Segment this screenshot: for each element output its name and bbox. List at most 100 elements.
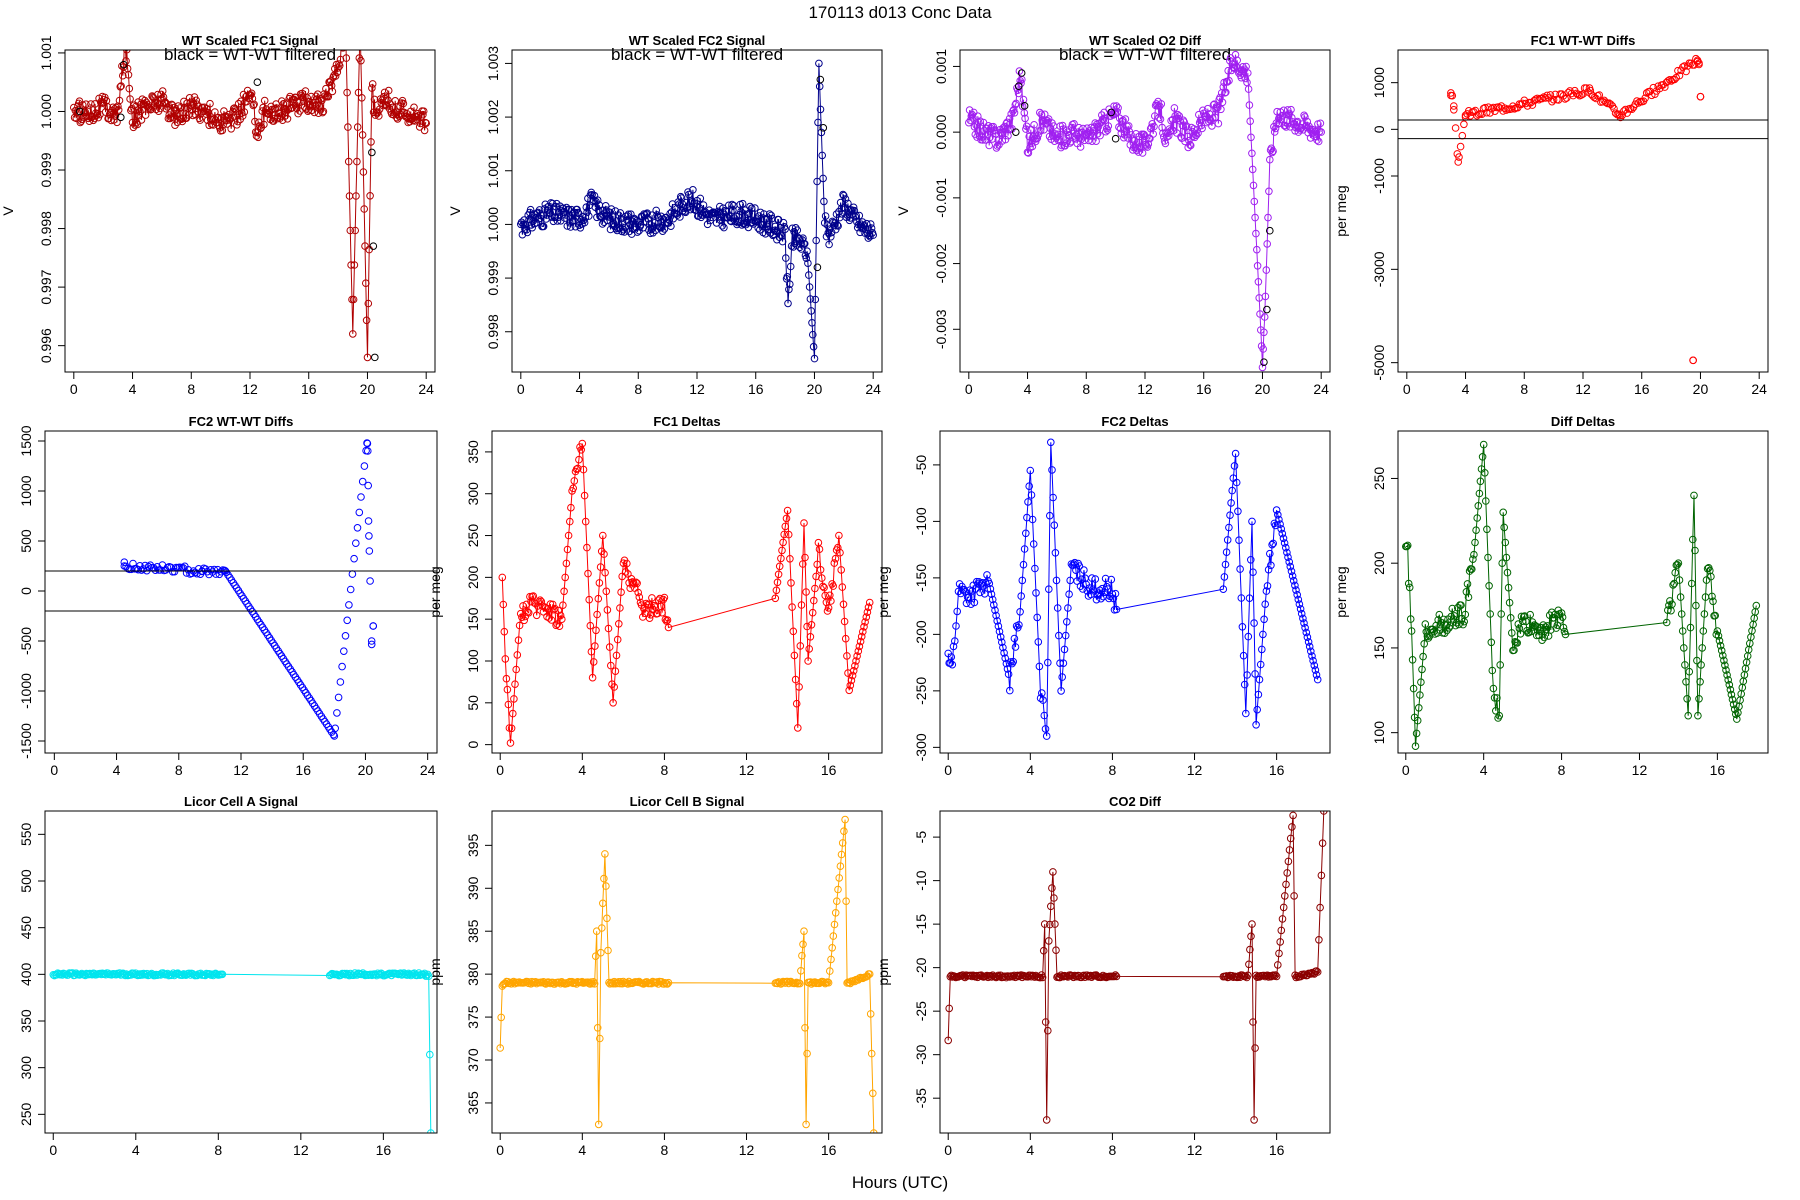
xtick-label: 4	[576, 381, 584, 397]
data-point	[1317, 871, 1326, 880]
data-point	[699, 201, 708, 209]
data-point	[593, 610, 601, 619]
data-point	[855, 642, 864, 651]
data-point	[821, 212, 830, 220]
data-point	[420, 126, 429, 135]
data-point	[313, 95, 321, 103]
data-point	[530, 210, 538, 218]
data-point	[1720, 656, 1728, 665]
data-point	[340, 647, 348, 656]
data-point	[1673, 561, 1682, 569]
xtick-label: 0	[944, 762, 952, 778]
data-point	[660, 593, 669, 602]
data-point	[800, 927, 808, 936]
data-point	[1251, 670, 1259, 678]
data-point	[1269, 539, 1277, 548]
data-point	[1647, 91, 1656, 100]
data-point	[1213, 103, 1221, 111]
data-point	[1510, 105, 1519, 113]
data-point	[1185, 136, 1193, 145]
data-point	[1457, 601, 1465, 610]
xtick-label: 8	[175, 762, 183, 778]
ytick-label: -0.001	[933, 178, 949, 218]
data-point	[1697, 661, 1705, 669]
data-point	[358, 477, 367, 486]
data-point	[82, 100, 90, 108]
data-point	[835, 874, 844, 882]
data-point	[334, 64, 342, 72]
data-point	[642, 210, 651, 218]
data-point	[1143, 143, 1152, 151]
data-point	[1284, 857, 1293, 866]
xtick-label: 16	[295, 762, 311, 778]
data-point	[1670, 579, 1678, 588]
data-point	[526, 592, 534, 601]
filtered-point	[1017, 69, 1026, 77]
data-point	[368, 84, 376, 92]
data-point	[765, 210, 774, 218]
data-point	[603, 914, 611, 923]
data-point	[779, 538, 787, 547]
plot-area-o2diff	[965, 50, 1325, 372]
xtick-label: 12	[1575, 381, 1591, 397]
data-point	[1668, 600, 1676, 609]
ytick-label: -20	[913, 957, 929, 977]
data-point	[122, 57, 130, 65]
xtick-label: 4	[1026, 1142, 1034, 1158]
data-point	[581, 517, 590, 526]
data-point	[358, 131, 367, 139]
plot-frame-diffdeltas	[1397, 430, 1769, 754]
data-point	[1097, 594, 1105, 603]
data-point	[984, 122, 993, 130]
data-point	[755, 212, 763, 220]
data-point	[826, 967, 834, 975]
data-point	[1484, 553, 1492, 562]
plot-frame-fc2sig	[511, 49, 883, 373]
data-point	[1299, 614, 1307, 623]
data-point	[810, 354, 819, 363]
filtered-point	[1260, 358, 1268, 366]
data-point	[1031, 564, 1039, 573]
data-point	[991, 606, 999, 615]
plot-area-fc2wt	[45, 439, 437, 740]
data-point	[1096, 131, 1104, 140]
data-point	[1056, 659, 1064, 668]
data-point	[520, 216, 528, 224]
data-point	[1703, 564, 1712, 573]
ytick-label: 0.996	[38, 328, 54, 363]
data-point	[598, 220, 607, 228]
data-point	[1135, 132, 1144, 141]
data-point	[1314, 137, 1323, 146]
data-point	[151, 971, 159, 980]
data-point	[228, 113, 236, 122]
data-point	[856, 637, 865, 646]
data-point	[1091, 575, 1100, 583]
ytick-label: 400	[18, 962, 34, 986]
data-point	[1170, 104, 1179, 112]
data-point	[1488, 666, 1497, 675]
data-point	[1574, 90, 1582, 99]
data-point	[994, 622, 1003, 631]
data-point	[1669, 581, 1677, 589]
data-point	[1406, 615, 1415, 623]
data-point	[1245, 101, 1254, 109]
data-point	[1001, 135, 1010, 144]
data-point	[1685, 667, 1694, 676]
ytick-label: 1000	[18, 475, 34, 506]
ytick-label: -500	[18, 627, 34, 655]
data-point	[122, 38, 129, 45]
data-point	[1404, 579, 1413, 588]
data-point	[635, 593, 644, 601]
ytick-label: -0.003	[933, 309, 949, 349]
data-point	[1249, 181, 1258, 190]
panel-fc1deltas: FC1 Deltas per meg 0 4 8 12 16 0 50 100 150 200 250 3…	[427, 414, 883, 778]
data-point	[1280, 539, 1289, 547]
xtick-label: 0	[517, 381, 525, 397]
data-point	[1223, 536, 1232, 544]
data-point	[1682, 67, 1690, 76]
data-point	[1301, 113, 1309, 121]
data-point	[596, 563, 605, 571]
data-point	[664, 978, 673, 987]
data-point	[593, 1024, 602, 1032]
